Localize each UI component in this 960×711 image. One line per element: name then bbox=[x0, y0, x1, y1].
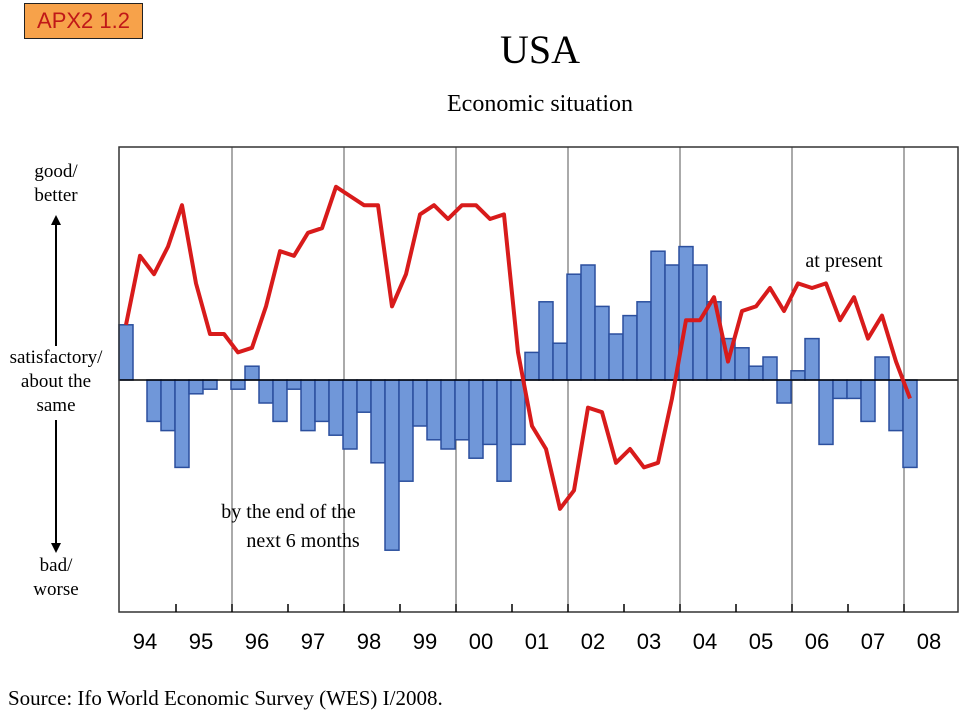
bar-q31 bbox=[538, 301, 554, 381]
bar-q10 bbox=[244, 365, 260, 381]
bar-q20 bbox=[384, 379, 400, 551]
bar-q19 bbox=[370, 379, 386, 464]
bar-q36 bbox=[608, 333, 624, 381]
bar-q52 bbox=[832, 379, 848, 400]
x-tick-label-99: 99 bbox=[413, 629, 437, 654]
chart-subtitle: Economic situation bbox=[447, 91, 633, 117]
y-label-bad: bad/worse bbox=[33, 555, 79, 600]
annotation-by-end-of-next-6-months: by the end of the next 6 months bbox=[221, 501, 360, 552]
bar-q26 bbox=[468, 379, 484, 459]
x-tick-label-08: 08 bbox=[917, 629, 941, 654]
bar-q9 bbox=[230, 379, 246, 390]
bar-q27 bbox=[482, 379, 498, 446]
bar-q22 bbox=[412, 379, 428, 427]
x-tick-labels: 94 95 96 97 98 99 00 01 02 03 04 05 06 07 08 bbox=[133, 629, 941, 654]
bar-q38 bbox=[636, 301, 652, 381]
x-tick-label-00: 00 bbox=[469, 629, 493, 654]
bar-q41 bbox=[678, 245, 694, 381]
bar-q56 bbox=[888, 379, 904, 432]
bar-q55 bbox=[874, 356, 890, 381]
annotation-at-present: at present bbox=[805, 250, 883, 272]
x-tick-label-03: 03 bbox=[637, 629, 661, 654]
bar-q23 bbox=[426, 379, 442, 441]
x-tick-label-06: 06 bbox=[805, 629, 829, 654]
x-tick-label-07: 07 bbox=[861, 629, 885, 654]
bar-q35 bbox=[594, 305, 610, 381]
bar-q4 bbox=[160, 379, 176, 432]
bar-q5 bbox=[174, 379, 190, 469]
bar-q12 bbox=[272, 379, 288, 423]
bar-q33 bbox=[566, 273, 582, 381]
y-label-good: good/better bbox=[34, 161, 78, 206]
bar-q39 bbox=[650, 250, 666, 381]
bar-q28 bbox=[496, 379, 512, 482]
bar-q17 bbox=[342, 379, 358, 450]
x-tick-label-95: 95 bbox=[189, 629, 213, 654]
bar-q3 bbox=[146, 379, 162, 423]
plot-frame bbox=[118, 146, 959, 613]
x-tick-label-02: 02 bbox=[581, 629, 605, 654]
x-tick-label-96: 96 bbox=[245, 629, 269, 654]
bar-q37 bbox=[622, 314, 638, 381]
bar-q13 bbox=[286, 379, 302, 390]
bar-q54 bbox=[860, 379, 876, 423]
bar-q6 bbox=[188, 379, 204, 395]
annotation-line-1: by the end of the bbox=[221, 501, 356, 523]
bar-q46 bbox=[748, 365, 764, 381]
bar-q32 bbox=[552, 342, 568, 381]
bar-q25 bbox=[454, 379, 470, 441]
bar-q42 bbox=[692, 264, 708, 381]
chart-title: USA bbox=[499, 27, 581, 72]
bar-q29 bbox=[510, 379, 526, 446]
bar-q48 bbox=[776, 379, 792, 404]
bar-q53 bbox=[846, 379, 862, 400]
bar-q21 bbox=[398, 379, 414, 482]
x-tick-label-04: 04 bbox=[693, 629, 717, 654]
bar-q1 bbox=[118, 324, 134, 381]
x-tick-label-01: 01 bbox=[525, 629, 549, 654]
bar-q14 bbox=[300, 379, 316, 432]
bar-q15 bbox=[314, 379, 330, 423]
y-label-same: satisfactory/about the same bbox=[9, 347, 103, 416]
source-note: Source: Ifo World Economic Survey (WES) … bbox=[8, 686, 443, 710]
bar-q11 bbox=[258, 379, 274, 404]
bar-q24 bbox=[440, 379, 456, 450]
x-tick-label-98: 98 bbox=[357, 629, 381, 654]
bar-q47 bbox=[762, 356, 778, 381]
annotation-line-2: next 6 months bbox=[246, 530, 360, 552]
bar-q30 bbox=[524, 351, 540, 381]
x-ticks bbox=[175, 604, 905, 612]
x-tick-label-94: 94 bbox=[133, 629, 157, 654]
bar-q34 bbox=[580, 264, 596, 381]
bar-q7 bbox=[202, 379, 218, 390]
bar-q51 bbox=[818, 379, 834, 446]
version-badge: APX2 1.2 bbox=[24, 3, 143, 39]
bar-q49 bbox=[790, 370, 806, 381]
x-tick-label-97: 97 bbox=[301, 629, 325, 654]
x-tick-label-05: 05 bbox=[749, 629, 773, 654]
bar-q45 bbox=[734, 347, 750, 381]
bar-q50 bbox=[804, 337, 820, 381]
bar-q16 bbox=[328, 379, 344, 436]
line-series-at-present bbox=[124, 184, 912, 511]
bar-q18 bbox=[356, 379, 372, 413]
